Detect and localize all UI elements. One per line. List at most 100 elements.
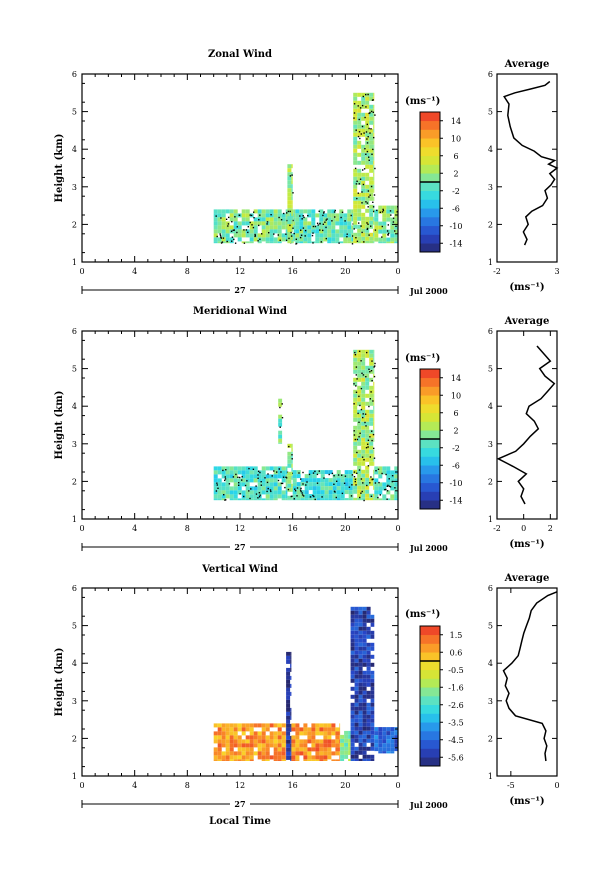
data-region [213, 209, 297, 245]
average-y-tick: 6 [488, 70, 557, 79]
average-y-tick: 6 [488, 584, 557, 593]
colorbar-tick: 14 [440, 117, 461, 126]
colorbar-band [420, 421, 440, 431]
x-tick: 20 [340, 588, 350, 790]
colorbar-band [420, 395, 440, 405]
average-y-tick: 2 [488, 477, 557, 486]
x-tick-label: 16 [288, 524, 298, 533]
y-tick: 3 [72, 440, 398, 449]
data-region [286, 651, 292, 761]
average-x-tick-label: 0 [521, 524, 526, 533]
y-tick-label: 5 [72, 622, 77, 631]
average-x-tick: -2 [493, 331, 501, 533]
colorbar-band [420, 217, 440, 227]
colorbar-band [420, 120, 440, 130]
colorbar-tick: -14 [440, 239, 462, 248]
colorbar: 1.5 0.6 -0.5 -1.6 -2.6 -3.5 -4.5 -5.6 [419, 625, 464, 767]
colorbar-tick-label: -10 [450, 222, 463, 231]
y-axis-label: Height (km) [54, 391, 65, 460]
average-y-tick: 1 [488, 258, 557, 267]
y-ticks: 1 2 3 4 5 6 [72, 70, 398, 267]
average-x-tick-label: 0 [554, 781, 559, 790]
colorbar-band [420, 112, 440, 122]
colorbar-band [420, 199, 440, 209]
data-region [292, 470, 354, 501]
data-region [291, 723, 341, 761]
data-region [295, 209, 354, 245]
x-tick-label: 8 [185, 267, 190, 276]
date-label: Jul 2000 [409, 800, 448, 810]
average-title: Average [504, 316, 550, 327]
y-tick: 4 [72, 402, 398, 411]
average-frame [496, 330, 558, 520]
average-y-tick: 5 [488, 365, 557, 374]
average-y-tick-label: 3 [488, 183, 493, 192]
colorbar-band [420, 704, 440, 714]
data-region [278, 398, 284, 444]
data-region [287, 443, 294, 501]
colorbar-band [420, 173, 440, 183]
colorbar-band [420, 500, 440, 510]
colorbar: 14 10 6 2 -2 -6 -10 -14 [419, 368, 462, 510]
heatmap-regions [213, 349, 398, 502]
x-tick: 12 [235, 74, 245, 276]
x-tick: 0 [395, 588, 401, 790]
average-x-tick-label: 3 [554, 267, 559, 276]
colorbar-band [420, 234, 440, 244]
colorbar-tick-label: -6 [452, 461, 460, 470]
panel-vertical-wind: Vertical Wind Height (km) 0 4 8 12 16 20 0 123… [54, 564, 560, 827]
y-tick-label: 4 [72, 402, 77, 411]
y-tick: 5 [72, 622, 398, 631]
average-y-tick-label: 1 [488, 772, 493, 781]
average-y-tick: 3 [488, 440, 557, 449]
average-x-tick: -5 [507, 588, 515, 790]
x-ticks: 0 4 8 12 16 20 0 [79, 74, 401, 276]
date-label: Jul 2000 [409, 543, 448, 553]
x-tick: 20 [340, 74, 350, 276]
colorbar-band [420, 678, 440, 688]
x-tick: 20 [340, 331, 350, 533]
colorbar-tick-label: -4.5 [448, 736, 463, 745]
average-y-tick-label: 6 [488, 584, 493, 593]
y-ticks: 1 2 3 4 5 6 [72, 327, 398, 524]
colorbar-band [420, 147, 440, 157]
average-y-tick-label: 3 [488, 440, 493, 449]
x-tick: 16 [288, 331, 298, 533]
colorbar-tick-label: -6 [452, 204, 460, 213]
colorbar-band [420, 722, 440, 732]
colorbar-tick-label: 2 [453, 426, 458, 435]
average-ticks: -2 0 2 1 2 3 4 5 6 [488, 327, 557, 533]
x-tick: 4 [132, 588, 137, 790]
x-tick-label: 0 [395, 781, 400, 790]
colorbar-tick: -10 [440, 222, 462, 231]
y-tick-label: 5 [72, 365, 77, 374]
data-region [353, 92, 376, 244]
data-region [350, 606, 375, 761]
colorbar-tick: -2 [440, 187, 460, 196]
x-tick: 0 [79, 74, 85, 276]
data-region [213, 723, 287, 761]
heatmap-regions [213, 606, 398, 761]
colorbar-tick-label: -14 [450, 239, 463, 248]
colorbar-tick: 2 [440, 169, 459, 178]
y-axis-label: Height (km) [54, 134, 65, 203]
colorbar-band [420, 164, 440, 174]
x-tick-label: 8 [185, 524, 190, 533]
colorbar-band [420, 225, 440, 235]
day-label: 27 [234, 542, 245, 552]
y-tick-label: 1 [72, 515, 77, 524]
colorbar-tick: 14 [440, 374, 461, 383]
average-unit: (ms⁻¹) [509, 796, 544, 807]
colorbar-unit: (ms⁻¹) [405, 96, 440, 107]
colorbar-tick: -14 [440, 496, 462, 505]
y-tick-label: 2 [72, 734, 77, 743]
day-label: 27 [234, 285, 245, 295]
colorbar-band [420, 713, 440, 723]
colorbar-tick: -0.5 [440, 666, 464, 675]
colorbar-tick-label: -2 [452, 444, 460, 453]
average-title: Average [504, 573, 550, 584]
chart-title: Zonal Wind [208, 49, 272, 60]
average-y-tick: 4 [488, 145, 557, 154]
average-y-tick: 1 [488, 515, 557, 524]
colorbar-band [420, 456, 440, 466]
